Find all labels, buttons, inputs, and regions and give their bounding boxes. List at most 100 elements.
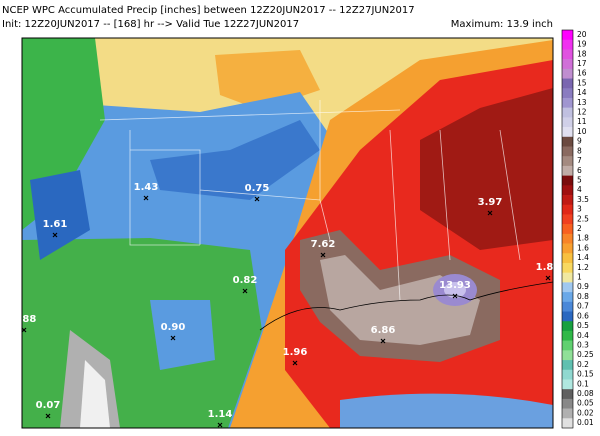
point-marker — [21, 327, 27, 333]
colorbar-label: 0.1 — [577, 379, 589, 388]
colorbar-swatch — [562, 97, 573, 108]
colorbar-swatch — [562, 165, 573, 176]
point-marker — [52, 232, 58, 238]
point-marker — [45, 413, 51, 419]
colorbar-swatch — [562, 204, 573, 215]
colorbar-swatch — [562, 243, 573, 254]
colorbar-label: 0.8 — [577, 292, 589, 301]
colorbar-label: 1.2 — [577, 263, 589, 272]
colorbar-label: 1.8 — [577, 234, 589, 243]
colorbar-swatch — [562, 88, 573, 99]
colorbar-swatch — [562, 282, 573, 293]
point-value: 3.97 — [478, 197, 503, 208]
colorbar-label: 0.4 — [577, 331, 589, 340]
map — [21, 37, 554, 429]
colorbar-swatch — [562, 321, 573, 332]
colorbar-label: 15 — [577, 78, 587, 87]
colorbar-swatch — [562, 30, 573, 41]
colorbar-swatch — [562, 39, 573, 50]
colorbar-label: 16 — [577, 69, 587, 78]
colorbar-label: 0.08 — [577, 389, 594, 398]
colorbar-label: 3 — [577, 205, 582, 214]
point-marker — [545, 275, 551, 281]
colorbar-label: 0.7 — [577, 302, 589, 311]
point-marker — [143, 195, 149, 201]
colorbar-swatch — [562, 408, 573, 419]
point-marker — [380, 338, 386, 344]
colorbar-label: 1.6 — [577, 243, 589, 252]
colorbar-swatch — [562, 156, 573, 167]
point-value: 13.93 — [439, 280, 471, 291]
colorbar-frame — [561, 29, 574, 429]
colorbar-swatch — [562, 185, 573, 196]
colorbar-label: 10 — [577, 127, 587, 136]
colorbar-label: 9 — [577, 137, 582, 146]
colorbar-label: 6 — [577, 166, 582, 175]
colorbar-swatch — [562, 127, 573, 138]
point-marker — [242, 288, 248, 294]
colorbar-label: 13 — [577, 98, 587, 107]
point-marker — [254, 196, 260, 202]
header-line: Init: 12Z20JUN2017 -- [168] hr --> Valid… — [2, 19, 299, 30]
point-marker — [320, 252, 326, 258]
colorbar-label: 0.9 — [577, 282, 589, 291]
colorbar-label: 17 — [577, 59, 587, 68]
colorbar-label: 1.4 — [577, 253, 589, 262]
colorbar-label: 19 — [577, 40, 587, 49]
colorbar-label: 20 — [577, 30, 587, 39]
point-value: 1.96 — [283, 347, 308, 358]
colorbar-swatch — [562, 301, 573, 312]
colorbar-swatch — [562, 262, 573, 273]
point-value: 6.86 — [371, 325, 396, 336]
colorbar-swatch — [562, 107, 573, 118]
colorbar-swatch — [562, 146, 573, 157]
colorbar-label: 7 — [577, 156, 582, 165]
colorbar-label: 0.15 — [577, 370, 594, 379]
colorbar-label: 8 — [577, 146, 582, 155]
colorbar-label: 11 — [577, 117, 587, 126]
colorbar-swatch — [562, 59, 573, 70]
point-value: 7.62 — [311, 239, 336, 250]
maximum: Maximum: 13.9 inch — [451, 19, 553, 30]
colorbar-swatch — [562, 340, 573, 351]
point-marker — [452, 293, 458, 299]
colorbar-swatch — [562, 330, 573, 341]
colorbar-label: 1 — [577, 273, 582, 282]
colorbar-swatch — [562, 214, 573, 225]
point-marker — [217, 422, 223, 428]
colorbar-label: 2.5 — [577, 214, 589, 223]
point-value: 0.82 — [233, 275, 258, 286]
colorbar-swatch — [562, 292, 573, 303]
point-marker — [487, 210, 493, 216]
point-value: 0.88 — [12, 314, 37, 325]
colorbar-swatch — [562, 78, 573, 89]
colorbar-swatch — [562, 117, 573, 128]
point-value: 1.80 — [536, 262, 561, 273]
colorbar-swatch — [562, 311, 573, 322]
colorbar-swatch — [562, 136, 573, 147]
point-value: 0.90 — [161, 322, 186, 333]
point-value: 1.61 — [43, 219, 68, 230]
colorbar-label: 3.5 — [577, 195, 589, 204]
colorbar-swatch — [562, 195, 573, 206]
colorbar-swatch — [562, 379, 573, 390]
colorbar-swatch — [562, 175, 573, 186]
colorbar-label: 2 — [577, 224, 582, 233]
colorbar-swatch — [562, 418, 573, 429]
colorbar-swatch — [562, 49, 573, 60]
colorbar-swatch — [562, 369, 573, 380]
colorbar-swatch — [562, 233, 573, 244]
colorbar-swatch — [562, 350, 573, 361]
colorbar-label: 0.2 — [577, 360, 589, 369]
colorbar-swatch — [562, 398, 573, 409]
colorbar-swatch — [562, 68, 573, 79]
header-line: NCEP WPC Accumulated Precip [inches] bet… — [2, 5, 415, 16]
colorbar-label: 0.6 — [577, 311, 589, 320]
colorbar-label: 5 — [577, 175, 582, 184]
colorbar-label: 0.3 — [577, 340, 589, 349]
point-marker — [170, 335, 176, 341]
colorbar-label: 0.02 — [577, 408, 594, 417]
colorbar-swatch — [562, 224, 573, 235]
colorbar-swatch — [562, 360, 573, 371]
colorbar-label: 12 — [577, 108, 587, 117]
